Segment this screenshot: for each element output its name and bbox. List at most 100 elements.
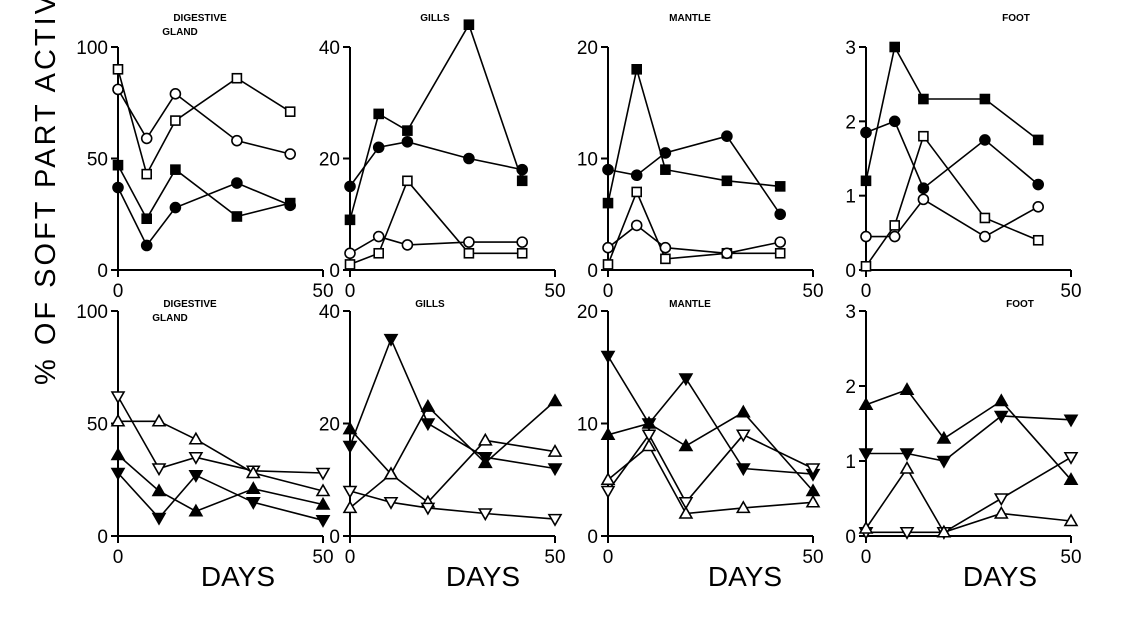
data-point [342,440,358,454]
data-point [602,241,614,254]
data-point [110,467,126,481]
series-2 [342,393,563,480]
y-tick-label: 10 [577,150,598,171]
data-point [477,455,493,469]
data-point [602,197,614,209]
series-2 [860,115,1044,195]
data-point [631,186,643,198]
panel-3: 0 10 20 0 50 MANTLE [577,13,824,302]
data-point [600,427,616,441]
data-point [169,201,182,214]
series-line [117,396,324,474]
data-point [993,393,1009,407]
y-tick-label: 40 [319,38,340,59]
data-point [889,41,901,53]
series-3 [342,432,563,514]
data-point [641,429,657,443]
series-4 [858,460,1079,538]
series-4 [110,467,331,528]
data-point [402,175,413,187]
data-point [373,247,385,259]
data-point [936,430,952,444]
data-point [463,19,475,31]
data-point [1032,178,1044,191]
y-tick-label: 2 [845,112,856,133]
data-point [1063,513,1079,527]
x-tick-label: 0 [861,281,872,302]
data-point [678,438,694,452]
data-point [344,180,356,193]
series-3 [858,451,1079,540]
series-line [865,44,1039,181]
series-line [349,336,556,470]
data-point [112,181,124,194]
data-point [1032,234,1044,246]
data-point [383,333,399,347]
data-point [1063,451,1079,465]
data-point [721,247,733,260]
data-point [151,483,167,497]
data-point [774,236,787,248]
data-point [231,211,243,222]
data-point [917,182,930,195]
panel-title: DIGESTIVE GLAND [152,299,217,324]
panel-title: GILLS [415,299,445,310]
data-point [342,500,358,514]
data-point [1032,201,1044,213]
series-line [865,466,1072,534]
x-tick-label: 0 [603,547,614,568]
series-line [118,420,324,492]
panel-4: 0 1 2 3 0 50 FOOT [845,13,1081,302]
panel-8: 0 1 2 3 0 50 FOOT [845,299,1081,568]
data-point [420,502,436,516]
data-point [805,463,821,477]
x-tick-label: 0 [345,547,356,568]
data-point [245,465,261,479]
data-point [463,247,475,259]
series-3 [112,159,296,225]
data-point [516,163,529,176]
data-point [547,393,563,407]
series-4 [344,230,529,260]
data-point [141,213,152,225]
panel-title: GILLS [420,13,450,24]
series-3 [600,429,821,510]
data-point [721,175,733,187]
y-tick-label: 0 [587,527,598,548]
series-line [349,490,556,520]
data-point [774,208,787,221]
series-1 [344,19,528,226]
x-tick-label: 0 [861,547,872,568]
data-point [188,431,204,445]
data-point [151,512,167,526]
data-point [231,72,243,84]
data-point [383,466,399,480]
data-point [112,159,124,171]
series-4 [860,193,1044,243]
data-point [888,115,901,128]
data-point [858,448,874,462]
data-point [936,455,952,469]
series-1 [860,41,1044,187]
series-line [607,433,814,504]
data-point [735,500,751,514]
data-point [641,415,657,429]
data-point [678,373,694,387]
series-line [117,69,291,177]
data-point [151,413,167,427]
x-tick-label: 0 [345,281,356,302]
data-point [315,496,331,510]
data-point [993,410,1009,424]
y-tick-label: 100 [76,302,108,323]
y-tick-label: 0 [329,261,340,282]
data-point [372,141,385,154]
y-tick-label: 3 [845,302,856,323]
data-point [918,93,929,105]
series-2 [344,135,529,193]
series-1 [112,64,296,180]
series-1 [342,333,563,477]
series-2 [858,410,1079,469]
data-point [630,219,643,232]
data-point [110,391,126,405]
